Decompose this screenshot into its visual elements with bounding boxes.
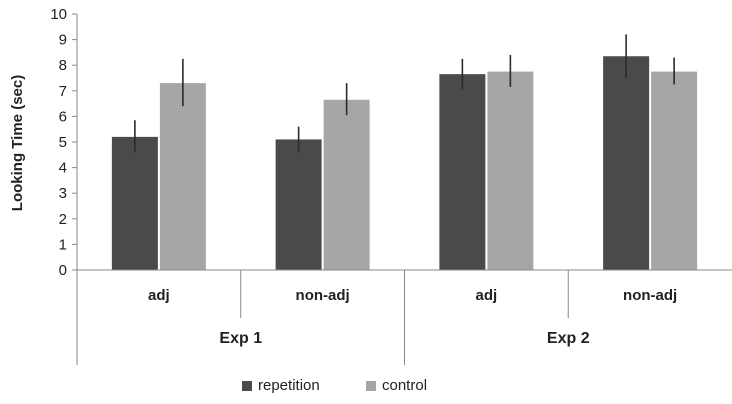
bar-repetition-2 [275,139,322,270]
legend-label-control: control [382,377,427,394]
bar-control-1 [159,83,206,271]
y-tick-label: 7 [59,83,67,100]
y-tick-label: 1 [59,236,67,253]
x-category-label: adj [476,287,498,304]
legend-label-repetition: repetition [258,377,320,394]
y-tick-label: 10 [50,6,67,23]
bar-control-4 [651,71,698,270]
x-group-label: Exp 1 [219,330,262,347]
x-category-label: adj [148,287,170,304]
x-category-label: non-adj [623,287,677,304]
y-tick-label: 0 [59,262,67,279]
bar-repetition-3 [439,74,486,270]
y-axis-label: Looking Time (sec) [9,75,26,211]
x-category-label: non-adj [296,287,350,304]
x-axis: adj non-adj adj non-adj Exp 1 Exp 2 [76,269,732,365]
bar-control-3 [487,71,534,270]
y-tick-label: 8 [59,57,67,74]
y-tick-label: 6 [59,108,67,125]
y-tick-label: 2 [59,211,67,228]
bar-repetition-1 [111,136,158,270]
legend-swatch-repetition [242,381,252,391]
y-tick-label: 9 [59,32,67,49]
error-bars [134,34,675,153]
x-group-label: Exp 2 [547,330,590,347]
legend-swatch-control [366,381,376,391]
y-axis: 0 1 2 3 4 5 6 7 8 9 10 [50,6,78,279]
bar-repetition-4 [603,56,650,270]
legend: repetition control [242,377,427,394]
y-tick-label: 5 [59,134,67,151]
y-tick-label: 4 [59,160,67,177]
bars [111,56,698,271]
y-tick-label: 3 [59,185,67,202]
bar-control-2 [323,99,370,270]
